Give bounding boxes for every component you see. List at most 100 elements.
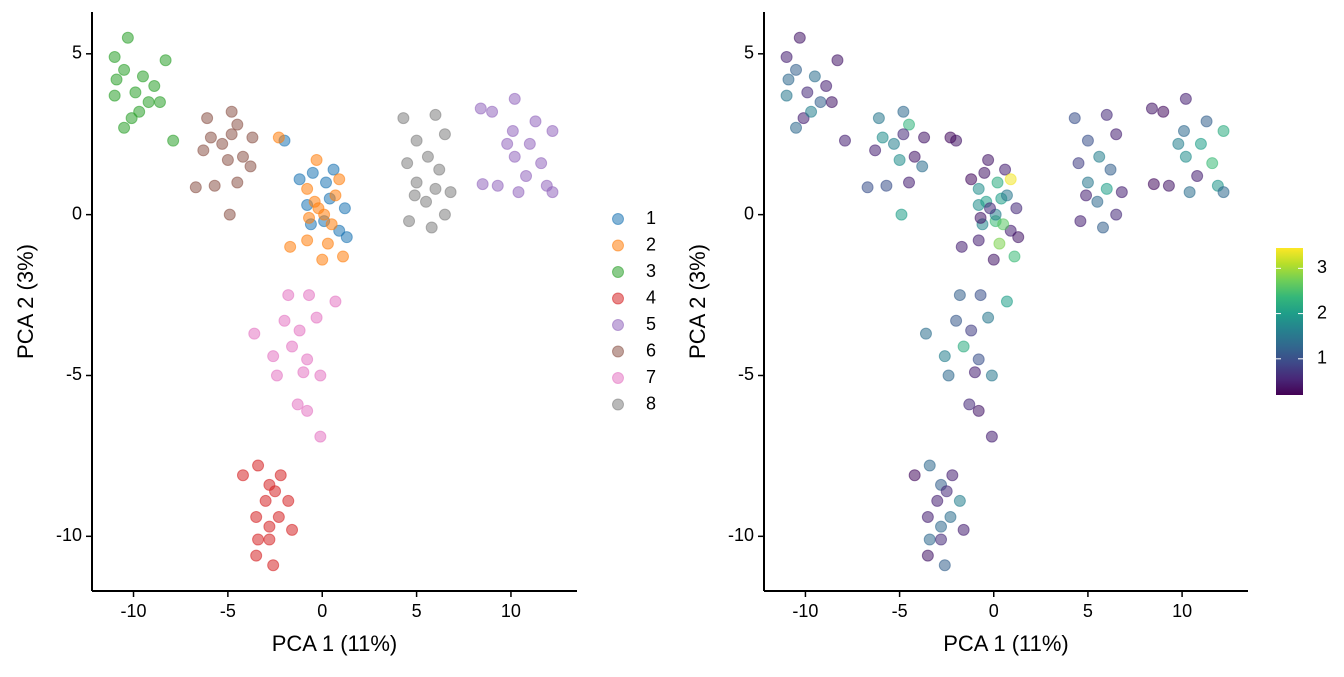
x-tick-label: 5 (1083, 601, 1093, 621)
point (303, 211, 316, 224)
point (955, 240, 968, 253)
colorbar-tick-label: 1 (1317, 348, 1327, 368)
point (159, 54, 172, 67)
point (301, 234, 314, 247)
point (333, 224, 346, 237)
point (1012, 231, 1025, 244)
point (321, 237, 334, 250)
point (1183, 186, 1196, 199)
point (903, 118, 916, 131)
x-tick-label: 10 (1172, 601, 1192, 621)
point (1115, 186, 1128, 199)
point (838, 134, 851, 147)
point (895, 208, 908, 221)
point (129, 86, 142, 99)
point (935, 520, 948, 533)
point (968, 366, 981, 379)
y-tick-label: -10 (56, 525, 82, 545)
legend-marker (612, 213, 624, 225)
x-tick-label: 10 (501, 601, 521, 621)
x-tick-label: -5 (220, 601, 236, 621)
point (893, 153, 906, 166)
point (1081, 176, 1094, 189)
point (250, 549, 263, 562)
point (508, 92, 521, 105)
point (118, 63, 131, 76)
point (982, 311, 995, 324)
point (808, 70, 821, 83)
point (974, 289, 987, 302)
point (486, 105, 499, 118)
legend-label: 6 (646, 340, 656, 360)
point (985, 430, 998, 443)
point (410, 176, 423, 189)
y-tick-label: 0 (744, 203, 754, 223)
point (940, 485, 953, 498)
point (938, 350, 951, 363)
point (244, 160, 257, 173)
point (991, 176, 1004, 189)
point (999, 163, 1012, 176)
point (133, 105, 146, 118)
point (1000, 295, 1013, 308)
y-tick-label: -5 (738, 364, 754, 384)
point (438, 128, 451, 141)
point (310, 153, 323, 166)
legend-marker (612, 266, 624, 278)
point (267, 350, 280, 363)
x-axis-title: PCA 1 (11%) (272, 631, 398, 656)
point (429, 182, 442, 195)
point (972, 234, 985, 247)
point (278, 314, 291, 327)
point (444, 186, 457, 199)
point (286, 340, 299, 353)
point (246, 131, 259, 144)
point (338, 202, 351, 215)
point (476, 178, 489, 191)
point (474, 102, 487, 115)
point (438, 208, 451, 221)
point (1093, 150, 1106, 163)
point (790, 121, 803, 134)
point (142, 96, 155, 109)
point (993, 237, 1006, 250)
x-tick-label: 5 (412, 601, 422, 621)
point (921, 549, 934, 562)
colorbar-tick-label: 2 (1317, 302, 1327, 322)
point (314, 369, 327, 382)
point (861, 181, 874, 194)
point (272, 511, 285, 524)
point (153, 96, 166, 109)
point (887, 137, 900, 150)
point (108, 89, 121, 102)
point (301, 404, 314, 417)
y-tick-label: 5 (744, 43, 754, 63)
point (793, 31, 806, 44)
point (136, 70, 149, 83)
point (950, 314, 963, 327)
x-tick-label: -5 (892, 601, 908, 621)
point (535, 157, 548, 170)
point (782, 73, 795, 86)
y-tick-label: 0 (72, 203, 82, 223)
point (520, 170, 533, 183)
point (425, 221, 438, 234)
point (944, 131, 957, 144)
point (291, 398, 304, 411)
point (1004, 224, 1017, 237)
point (797, 112, 810, 125)
point (1145, 102, 1158, 115)
y-axis-title: PCA 2 (3%) (13, 244, 38, 359)
point (935, 533, 948, 546)
point (946, 469, 959, 482)
point (1010, 202, 1023, 215)
point (397, 112, 410, 125)
point (908, 150, 921, 163)
point (327, 163, 340, 176)
point (965, 173, 978, 186)
point (329, 189, 342, 202)
point (529, 115, 542, 128)
point (923, 533, 936, 546)
colorbar (1276, 248, 1303, 395)
